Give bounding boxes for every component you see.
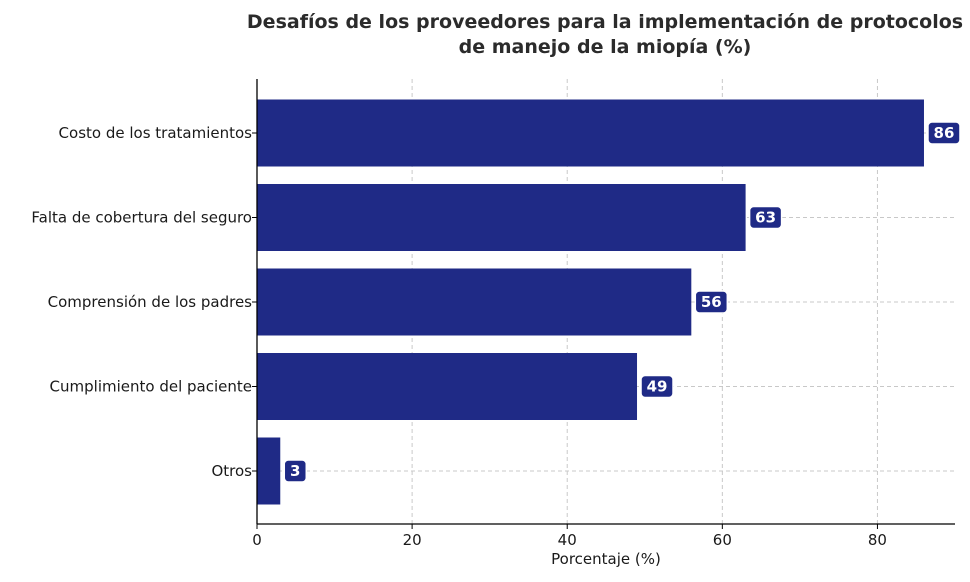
data-label-3: 49 — [647, 378, 668, 396]
data-label-2: 56 — [701, 293, 722, 311]
chart-title: Desafíos de los proveedores para la impl… — [215, 10, 970, 60]
bar-2 — [257, 268, 692, 336]
x-tick-label-0: 0 — [252, 531, 262, 549]
data-label-box-4 — [283, 459, 308, 483]
x-axis-label: Porcentaje (%) — [551, 550, 661, 568]
y-tick-labels: Costo de los tratamientos Falta de cobert… — [31, 124, 252, 480]
data-label-box-0 — [927, 121, 961, 145]
bar-0 — [257, 99, 924, 167]
data-label-1: 63 — [755, 209, 776, 227]
data-label-4: 3 — [290, 462, 300, 480]
bar-1 — [257, 184, 746, 251]
data-label-0: 86 — [934, 124, 955, 142]
bars — [257, 99, 924, 505]
y-tick-label-4: Otros — [211, 462, 252, 480]
x-tick-label-1: 20 — [403, 531, 422, 549]
data-label-box-3 — [640, 374, 674, 399]
y-tick-label-1: Falta de cobertura del seguro — [31, 209, 252, 227]
y-tick-label-2: Comprensión de los padres — [48, 293, 253, 311]
data-labels: 86 63 56 49 3 — [283, 121, 961, 483]
y-tick-label-3: Cumplimiento del paciente — [50, 378, 252, 396]
x-tick-label-2: 40 — [558, 531, 577, 549]
y-tick-label-0: Costo de los tratamientos — [59, 124, 253, 142]
x-tick-label-3: 60 — [713, 531, 732, 549]
bar-3 — [257, 353, 638, 420]
x-tick-label-4: 80 — [868, 531, 887, 549]
chart-title-line-1: Desafíos de los proveedores para la impl… — [246, 11, 964, 33]
bar-4 — [257, 437, 281, 505]
chart-title-line-2: de manejo de la miopía (%) — [458, 36, 752, 58]
data-label-box-2 — [694, 290, 729, 314]
data-label-box-1 — [748, 205, 783, 230]
axes — [252, 79, 955, 529]
x-tick-labels: 0 20 40 60 80 — [252, 531, 887, 549]
